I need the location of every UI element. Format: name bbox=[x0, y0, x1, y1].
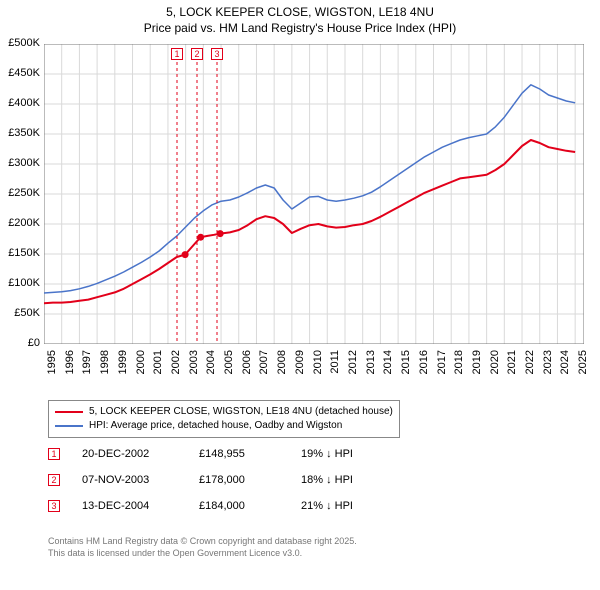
legend-label: HPI: Average price, detached house, Oadb… bbox=[89, 419, 342, 433]
sale-callout-3: 3 bbox=[211, 48, 223, 60]
sale-marker-icon: 2 bbox=[48, 474, 60, 486]
footnote-line-2: This data is licensed under the Open Gov… bbox=[48, 548, 357, 560]
figure: 5, LOCK KEEPER CLOSE, WIGSTON, LE18 4NU … bbox=[0, 0, 600, 590]
x-tick-label: 2010 bbox=[312, 350, 324, 380]
x-tick-label: 1998 bbox=[99, 350, 111, 380]
sale-marker-icon: 3 bbox=[48, 500, 60, 512]
sale-row: 2 07-NOV-2003 £178,000 18% ↓ HPI bbox=[48, 474, 353, 486]
sale-delta: 21% ↓ HPI bbox=[301, 500, 353, 512]
x-tick-label: 2011 bbox=[329, 350, 341, 380]
x-tick-label: 2024 bbox=[559, 350, 571, 380]
y-tick-label: £150K bbox=[0, 247, 40, 259]
sale-date: 20-DEC-2002 bbox=[82, 448, 177, 460]
y-tick-label: £500K bbox=[0, 37, 40, 49]
sale-price: £178,000 bbox=[199, 474, 279, 486]
x-tick-label: 2001 bbox=[152, 350, 164, 380]
x-tick-label: 2006 bbox=[241, 350, 253, 380]
y-tick-label: £50K bbox=[0, 307, 40, 319]
x-tick-label: 2021 bbox=[506, 350, 518, 380]
x-tick-label: 2022 bbox=[524, 350, 536, 380]
x-tick-label: 2002 bbox=[170, 350, 182, 380]
sale-date: 13-DEC-2004 bbox=[82, 500, 177, 512]
sale-date: 07-NOV-2003 bbox=[82, 474, 177, 486]
legend-label: 5, LOCK KEEPER CLOSE, WIGSTON, LE18 4NU … bbox=[89, 405, 393, 419]
y-tick-label: £450K bbox=[0, 67, 40, 79]
footnote: Contains HM Land Registry data © Crown c… bbox=[48, 536, 357, 559]
y-tick-label: £0 bbox=[0, 337, 40, 349]
x-tick-label: 2019 bbox=[471, 350, 483, 380]
legend-item: HPI: Average price, detached house, Oadb… bbox=[55, 419, 393, 433]
y-tick-label: £350K bbox=[0, 127, 40, 139]
x-tick-label: 2003 bbox=[188, 350, 200, 380]
title-line-1: 5, LOCK KEEPER CLOSE, WIGSTON, LE18 4NU bbox=[0, 4, 600, 20]
y-tick-label: £400K bbox=[0, 97, 40, 109]
legend-item: 5, LOCK KEEPER CLOSE, WIGSTON, LE18 4NU … bbox=[55, 405, 393, 419]
sale-delta: 18% ↓ HPI bbox=[301, 474, 353, 486]
legend-box: 5, LOCK KEEPER CLOSE, WIGSTON, LE18 4NU … bbox=[48, 400, 400, 438]
sale-callout-2: 2 bbox=[191, 48, 203, 60]
sale-row: 3 13-DEC-2004 £184,000 21% ↓ HPI bbox=[48, 500, 353, 512]
x-tick-label: 2016 bbox=[418, 350, 430, 380]
x-tick-label: 2008 bbox=[276, 350, 288, 380]
sale-row: 1 20-DEC-2002 £148,955 19% ↓ HPI bbox=[48, 448, 353, 460]
y-tick-label: £200K bbox=[0, 217, 40, 229]
sale-price: £148,955 bbox=[199, 448, 279, 460]
x-tick-label: 2023 bbox=[542, 350, 554, 380]
x-tick-label: 2025 bbox=[577, 350, 589, 380]
y-tick-label: £300K bbox=[0, 157, 40, 169]
x-tick-label: 2009 bbox=[294, 350, 306, 380]
sale-marker-icon: 1 bbox=[48, 448, 60, 460]
chart-title: 5, LOCK KEEPER CLOSE, WIGSTON, LE18 4NU … bbox=[0, 0, 600, 36]
chart-plot bbox=[44, 44, 584, 344]
x-tick-label: 2005 bbox=[223, 350, 235, 380]
x-tick-label: 2018 bbox=[453, 350, 465, 380]
x-tick-label: 2020 bbox=[489, 350, 501, 380]
x-tick-label: 2007 bbox=[258, 350, 270, 380]
y-tick-label: £250K bbox=[0, 187, 40, 199]
x-tick-label: 1997 bbox=[81, 350, 93, 380]
x-tick-label: 2013 bbox=[365, 350, 377, 380]
footnote-line-1: Contains HM Land Registry data © Crown c… bbox=[48, 536, 357, 548]
x-tick-label: 2000 bbox=[135, 350, 147, 380]
y-tick-label: £100K bbox=[0, 277, 40, 289]
sale-delta: 19% ↓ HPI bbox=[301, 448, 353, 460]
x-tick-label: 1999 bbox=[117, 350, 129, 380]
title-line-2: Price paid vs. HM Land Registry's House … bbox=[0, 20, 600, 36]
legend-swatch bbox=[55, 425, 83, 427]
sale-price: £184,000 bbox=[199, 500, 279, 512]
x-tick-label: 2015 bbox=[400, 350, 412, 380]
x-tick-label: 2017 bbox=[436, 350, 448, 380]
x-tick-label: 1995 bbox=[46, 350, 58, 380]
x-tick-label: 2012 bbox=[347, 350, 359, 380]
legend-swatch bbox=[55, 411, 83, 413]
sale-callout-1: 1 bbox=[171, 48, 183, 60]
x-tick-label: 1996 bbox=[64, 350, 76, 380]
x-tick-label: 2004 bbox=[205, 350, 217, 380]
x-tick-label: 2014 bbox=[382, 350, 394, 380]
